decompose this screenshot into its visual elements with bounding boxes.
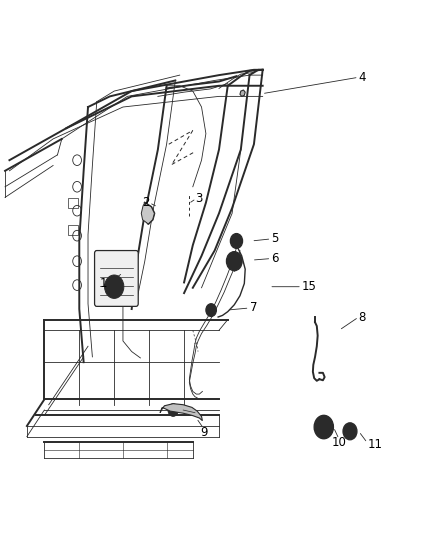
Text: 4: 4 [359,71,366,84]
Text: 9: 9 [200,426,208,439]
Circle shape [206,304,216,317]
Circle shape [314,415,333,439]
Text: 6: 6 [272,252,279,265]
Circle shape [343,423,357,440]
Bar [68,198,78,208]
Text: 3: 3 [195,192,202,205]
Polygon shape [160,403,202,421]
Text: 2: 2 [141,196,149,209]
Bar [68,225,78,235]
Text: 7: 7 [250,302,257,314]
Circle shape [168,403,178,416]
Polygon shape [240,90,245,96]
FancyBboxPatch shape [95,251,138,306]
Text: 5: 5 [272,232,279,245]
Circle shape [105,275,124,298]
Polygon shape [141,203,154,224]
Circle shape [226,252,242,271]
Circle shape [230,233,243,248]
Text: 1: 1 [100,277,108,290]
Text: 8: 8 [359,311,366,324]
Text: 10: 10 [332,437,346,449]
Text: 11: 11 [367,438,382,451]
Text: 15: 15 [302,280,317,293]
